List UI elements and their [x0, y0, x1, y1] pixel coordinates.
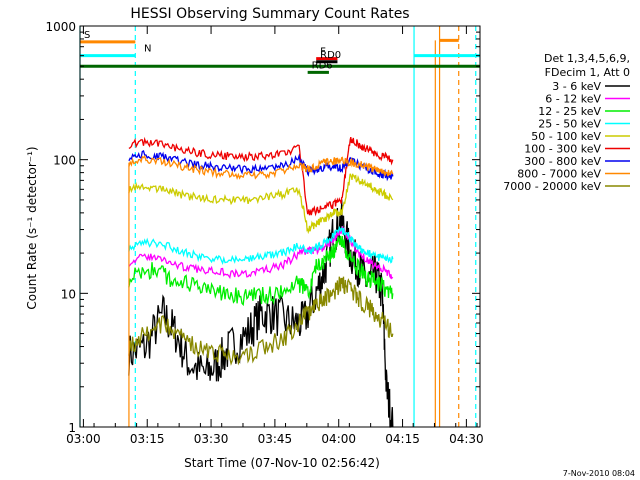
series-100-300keV-line: [128, 136, 394, 217]
x-tick-label: 03:30: [194, 432, 229, 446]
x-tick-label: 03:45: [258, 432, 293, 446]
series-7000-20000keV-line: [128, 276, 394, 366]
series-6-12keV-line: [128, 226, 394, 280]
series-300-800keV-line: [128, 149, 394, 182]
series-12-25keV-line: [128, 235, 394, 307]
y-tick-label: 100: [53, 154, 76, 168]
series-800-7000keV-line: [128, 155, 394, 180]
x-tick-label: 03:15: [130, 432, 165, 446]
legend: Det 1,3,4,5,6,9,FDecim 1, Att 03 - 6 keV…: [503, 52, 630, 193]
x-tick-label: 04:15: [385, 432, 420, 446]
chart-title: HESSI Observing Summary Count Rates: [130, 6, 409, 22]
event-bar-label-4: F: [320, 47, 326, 58]
legend-entry-label: 12 - 25 keV: [538, 105, 601, 118]
plot-axes: 03:00 03:15 03:30 03:45 04:00 04:15 04:30 1 10 10…: [45, 20, 483, 446]
series-lines: [128, 40, 436, 428]
event-bar-label-1: N: [144, 44, 151, 55]
legend-entry-label: 7000 - 20000 keV: [503, 180, 601, 193]
legend-entry-label: 50 - 100 keV: [531, 130, 601, 143]
y-tick-label: 1: [68, 421, 76, 435]
legend-entry-label: 100 - 300 keV: [524, 143, 601, 156]
x-axis-label: Start Time (07-Nov-10 02:56:42): [184, 456, 380, 470]
x-tick-label: 03:00: [66, 432, 101, 446]
event-bar-label-0: S: [84, 30, 90, 41]
series-25-50keV-line: [128, 225, 394, 265]
x-tick-label: 04:00: [321, 432, 356, 446]
x-tick-label: 04:30: [449, 432, 484, 446]
series-50-100keV-line: [128, 173, 394, 235]
footer-timestamp: 7-Nov-2010 08:04: [563, 469, 635, 478]
event-bar-label-7: RD6: [312, 60, 333, 71]
legend-entry-label: 6 - 12 keV: [545, 93, 601, 106]
legend-entry-label: 300 - 800 keV: [524, 155, 601, 168]
y-tick-label: 1000: [45, 20, 76, 34]
plot-frame: [79, 25, 481, 428]
legend-entry-label: 3 - 6 keV: [552, 80, 601, 93]
y-axis-label: Count Rate (s⁻¹ detector⁻¹): [25, 146, 39, 309]
legend-entry-label: 25 - 50 keV: [538, 118, 601, 131]
legend-header-line: Det 1,3,4,5,6,9,: [544, 52, 630, 65]
event-bar-label-5: RD0: [320, 50, 341, 61]
y-tick-label: 10: [61, 287, 76, 301]
legend-header-line: FDecim 1, Att 0: [545, 66, 630, 79]
legend-entry-label: 800 - 7000 keV: [517, 168, 601, 181]
